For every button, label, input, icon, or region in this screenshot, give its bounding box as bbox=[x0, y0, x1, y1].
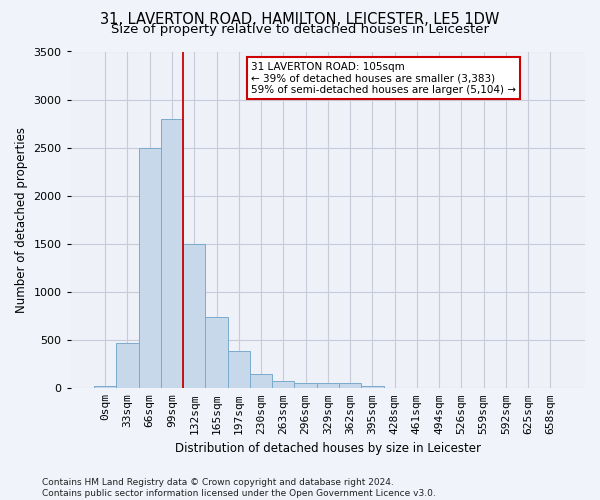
Bar bbox=[183, 244, 205, 388]
Bar bbox=[295, 384, 317, 388]
Bar bbox=[139, 148, 161, 388]
Text: 31, LAVERTON ROAD, HAMILTON, LEICESTER, LE5 1DW: 31, LAVERTON ROAD, HAMILTON, LEICESTER, … bbox=[100, 12, 500, 28]
Bar bbox=[361, 386, 383, 388]
Bar bbox=[250, 374, 272, 388]
Bar bbox=[317, 384, 339, 388]
Bar bbox=[272, 380, 295, 388]
Bar bbox=[227, 351, 250, 389]
Y-axis label: Number of detached properties: Number of detached properties bbox=[15, 127, 28, 313]
Bar bbox=[94, 386, 116, 388]
X-axis label: Distribution of detached houses by size in Leicester: Distribution of detached houses by size … bbox=[175, 442, 481, 455]
Bar bbox=[339, 384, 361, 388]
Bar bbox=[161, 119, 183, 388]
Text: Contains HM Land Registry data © Crown copyright and database right 2024.
Contai: Contains HM Land Registry data © Crown c… bbox=[42, 478, 436, 498]
Bar bbox=[116, 343, 139, 388]
Text: 31 LAVERTON ROAD: 105sqm
← 39% of detached houses are smaller (3,383)
59% of sem: 31 LAVERTON ROAD: 105sqm ← 39% of detach… bbox=[251, 62, 516, 95]
Bar bbox=[205, 317, 227, 388]
Text: Size of property relative to detached houses in Leicester: Size of property relative to detached ho… bbox=[111, 22, 489, 36]
